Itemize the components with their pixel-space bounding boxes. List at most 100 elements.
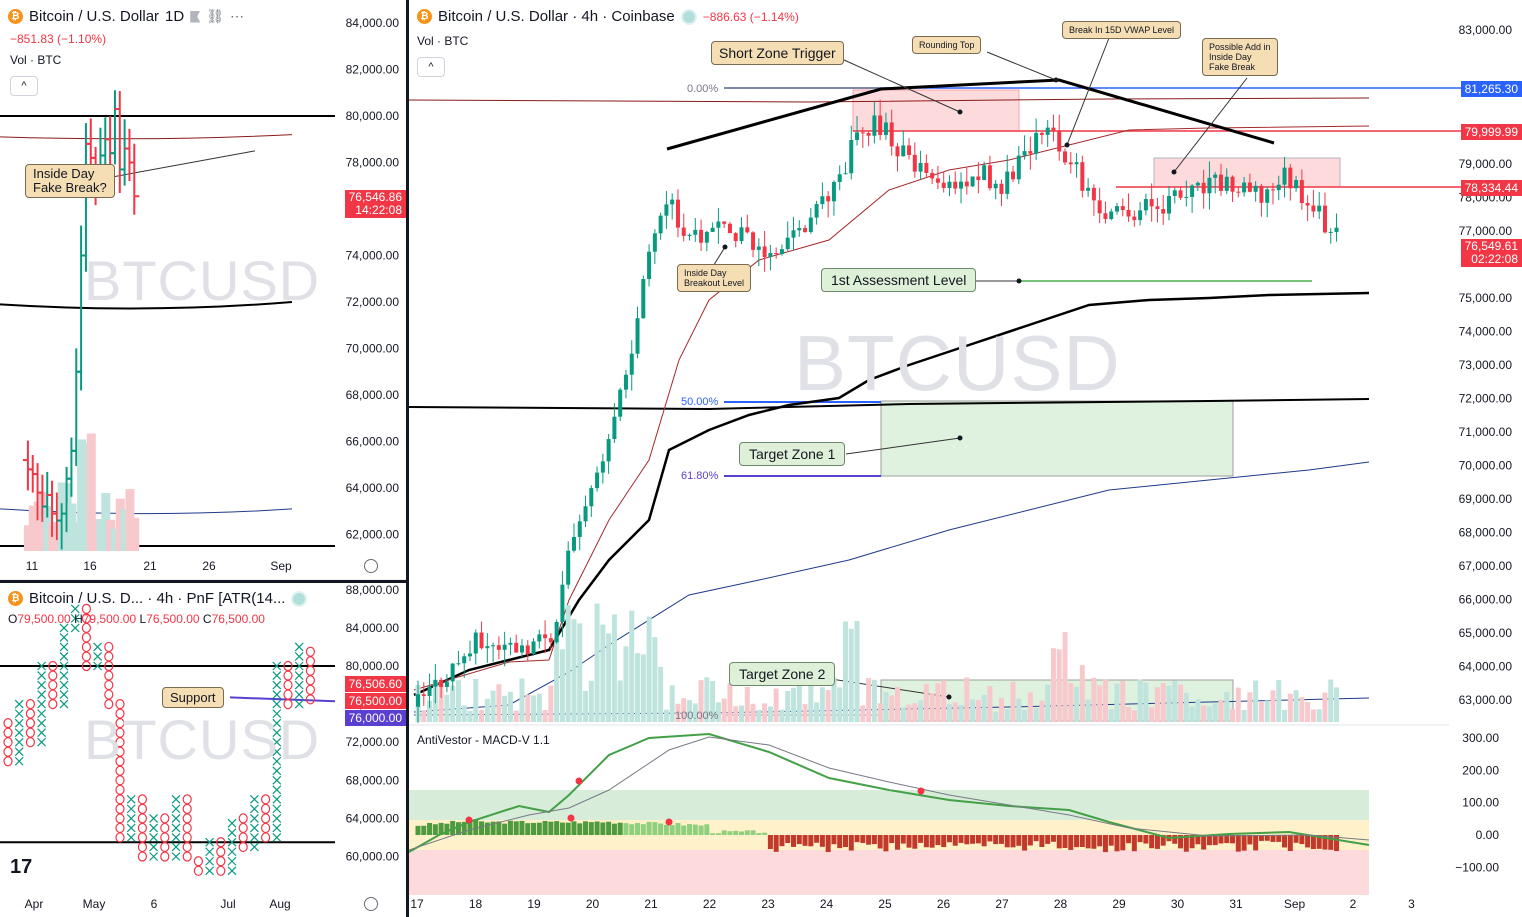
volume-bar xyxy=(1091,677,1097,722)
vertical-divider[interactable] xyxy=(406,0,409,917)
volume-bar xyxy=(1062,632,1068,722)
candle-body xyxy=(739,227,744,242)
macd-histogram-bar xyxy=(773,835,779,852)
pnf-o-box xyxy=(283,660,293,672)
y-tick-label: 72,000.00 xyxy=(346,735,400,749)
volume-bar xyxy=(767,706,773,722)
candle-body xyxy=(878,115,883,135)
volume-bar xyxy=(773,688,779,722)
volume-bar xyxy=(67,503,77,551)
macd-histogram-bar xyxy=(692,824,698,835)
symbol-title[interactable]: Bitcoin / U.S. Dollar xyxy=(29,8,160,25)
volume-bar xyxy=(444,694,450,722)
volume-bar xyxy=(854,621,860,722)
ema-line xyxy=(413,291,1370,697)
annotation-short-zone-trigger[interactable]: Short Zone Trigger xyxy=(711,41,844,65)
interval-label[interactable]: 1D xyxy=(165,8,185,25)
bitcoin-icon: ₿ xyxy=(8,9,23,24)
settings-gear-icon[interactable] xyxy=(364,559,378,573)
candle-body xyxy=(1265,189,1270,203)
pnf-x-box xyxy=(272,813,282,823)
candle-body xyxy=(1288,167,1293,189)
candle-body xyxy=(756,246,761,250)
macd-histogram-bar xyxy=(779,835,785,847)
h4-chart-panel[interactable]: 83,000.00 79,000.00 78,000.00 77,000.00 75,0… xyxy=(409,0,1522,917)
price-change: −851.83 (−1.10%) xyxy=(10,32,107,46)
macd-histogram-bar xyxy=(461,821,467,835)
y-tick-label: 67,000.00 xyxy=(1459,559,1513,573)
pnf-x-box xyxy=(171,794,181,804)
candle-body xyxy=(803,228,808,233)
annotation-rounding-top[interactable]: Rounding Top xyxy=(912,36,982,54)
link-icon[interactable]: ⛓ xyxy=(206,8,225,24)
annotation-vwap-break[interactable]: Break In 15D VWAP Level xyxy=(1062,21,1182,39)
macd-histogram-bar xyxy=(941,835,947,848)
candle-body xyxy=(860,132,865,134)
indicator-title[interactable]: AntiVestor - MACD-V 1.1 xyxy=(417,733,550,747)
candle-body xyxy=(1143,199,1148,211)
candle-body xyxy=(889,122,894,147)
h4-chart-canvas[interactable]: 83,000.0079,000.0078,000.0077,000.0075,0… xyxy=(409,0,1522,917)
pnf-o-box xyxy=(238,832,248,843)
daily-chart-canvas[interactable]: 84,000.0082,000.0080,000.0078,000.0076,0… xyxy=(0,0,406,580)
settings-gear-icon[interactable] xyxy=(364,897,378,911)
y-tick-label: 64,000.00 xyxy=(346,811,400,825)
candle-body xyxy=(543,634,548,639)
symbol-title[interactable]: Bitcoin / U.S. Dollar · 4h · Coinbase xyxy=(438,8,675,25)
flag-icon[interactable] xyxy=(190,10,201,23)
price-label-3: 76,000.00 xyxy=(344,710,406,726)
pnf-o-box xyxy=(104,651,114,662)
macd-histogram-bar xyxy=(854,835,860,843)
symbol-title[interactable]: Bitcoin / U.S. D... · 4h · PnF [ATR(14..… xyxy=(29,590,286,607)
daily-chart-panel[interactable]: 84,000.0082,000.0080,000.0078,000.0076,0… xyxy=(0,0,406,580)
volume-bar xyxy=(1160,683,1166,722)
annotation-inside-day-breakout[interactable]: Inside Day Breakout Level xyxy=(677,264,752,292)
annotation-target-zone-2[interactable]: Target Zone 2 xyxy=(729,662,836,686)
anchor-dot xyxy=(957,109,963,115)
candle-body xyxy=(895,146,900,157)
x-tick-label: 19 xyxy=(527,897,541,911)
annotation-possible-add[interactable]: Possible Add in Inside Day Fake Break xyxy=(1202,38,1278,76)
pnf-chart-panel[interactable]: 88,000.00 84,000.00 80,000.00 76,000.00 72,0… xyxy=(0,583,406,917)
volume-bar xyxy=(721,698,727,722)
pnf-o-box xyxy=(3,737,13,748)
collapse-legend-button[interactable]: ^ xyxy=(417,57,445,77)
volume-bar xyxy=(744,686,750,722)
x-tick-label: Sep xyxy=(1284,897,1306,911)
volume-bar xyxy=(629,610,635,722)
volume-bar xyxy=(1131,710,1137,722)
collapse-legend-button[interactable]: ^ xyxy=(10,76,38,96)
volume-bar xyxy=(1166,685,1172,722)
annotation-first-assessment-level[interactable]: 1st Assessment Level xyxy=(821,268,977,292)
connector-vwap xyxy=(1066,37,1110,146)
candle-body xyxy=(647,251,652,280)
candle-body xyxy=(901,145,906,157)
candle-body xyxy=(930,172,935,179)
anchor-dot xyxy=(1171,169,1177,175)
pnf-chart-canvas[interactable]: 88,000.00 84,000.00 80,000.00 76,000.00 72,0… xyxy=(0,583,406,917)
candle-body xyxy=(589,488,594,507)
pnf-x-box xyxy=(294,680,304,690)
macd-histogram-bar xyxy=(588,822,594,835)
macd-histogram-bar xyxy=(1039,835,1045,847)
more-icon[interactable]: ⋯ xyxy=(230,8,245,24)
candle-body xyxy=(1057,130,1062,152)
y-tick-label: 74,000.00 xyxy=(346,249,400,263)
candle-body xyxy=(1253,185,1258,192)
candle-body xyxy=(566,550,571,585)
candle-body xyxy=(444,681,449,687)
x-tick-label: Apr xyxy=(25,897,44,911)
macd-histogram-bar xyxy=(467,821,473,835)
horizontal-divider[interactable] xyxy=(0,580,406,583)
pnf-x-box xyxy=(227,847,237,857)
candle-body xyxy=(849,140,854,174)
macd-histogram-bar xyxy=(531,822,537,835)
macd-histogram-bar xyxy=(1091,835,1097,849)
annotation-inside-day-fake-break[interactable]: Inside Day Fake Break? xyxy=(25,164,115,198)
annotation-support[interactable]: Support xyxy=(162,687,224,708)
candle-body xyxy=(826,196,831,202)
annotation-target-zone-1[interactable]: Target Zone 1 xyxy=(739,442,846,466)
volume-bar xyxy=(577,623,583,722)
pnf-o-box xyxy=(115,718,125,729)
volume-bar xyxy=(1201,705,1207,722)
